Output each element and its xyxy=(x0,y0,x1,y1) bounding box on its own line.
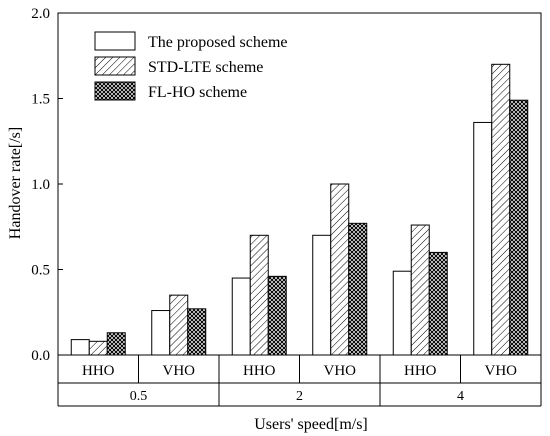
bar-solid-white xyxy=(151,310,171,356)
x-tick-label: HHO xyxy=(404,363,437,379)
bar-crosshatch xyxy=(106,332,126,356)
bar-crosshatch xyxy=(509,99,529,356)
legend-label: STD-LTE scheme xyxy=(148,59,263,76)
bar-solid-white xyxy=(392,270,412,356)
group-label: 0.5 xyxy=(130,389,148,404)
legend: The proposed scheme STD-LTE scheme FL-HO s… xyxy=(94,31,288,101)
y-axis-label: Handover rate[/s] xyxy=(7,127,24,239)
legend-swatch-crosshatch xyxy=(94,81,136,101)
group-label: 2 xyxy=(296,389,303,404)
bar-crosshatch xyxy=(267,275,287,356)
bar-solid-white xyxy=(312,234,332,356)
y-tick-label: 1.0 xyxy=(31,177,50,193)
legend-swatch-solid-white xyxy=(94,31,136,51)
x-axis-label: Users' speed[m/s] xyxy=(254,416,368,433)
x-tick-label: HHO xyxy=(243,363,276,379)
y-tick-label: 0.5 xyxy=(31,263,50,279)
x-tick-label: VHO xyxy=(163,363,196,379)
bar-diagonal-hatch xyxy=(88,340,108,356)
x-tick-label: HHO xyxy=(82,363,115,379)
bar-diagonal-hatch xyxy=(249,234,269,356)
bar-solid-white xyxy=(473,121,493,356)
bar-solid-white xyxy=(70,339,90,356)
bar-crosshatch xyxy=(428,251,448,356)
bar-diagonal-hatch xyxy=(169,294,189,356)
y-tick-label: 2.0 xyxy=(31,6,50,22)
plot-area: 0.0 0.5 1.0 1.5 2.0 HHO VHO HHO VHO HHO VHO 0.5 2 4 xyxy=(31,6,542,407)
legend-swatch-diagonal-hatch xyxy=(94,56,136,76)
bar-diagonal-hatch xyxy=(330,183,350,356)
y-tick-label: 1.5 xyxy=(31,92,50,108)
x-tick-label: VHO xyxy=(485,363,518,379)
legend-label: FL-HO scheme xyxy=(148,84,247,101)
y-tick-label: 0.0 xyxy=(31,348,50,364)
bar-diagonal-hatch xyxy=(491,63,511,356)
x-tick-label: VHO xyxy=(324,363,357,379)
bar-crosshatch xyxy=(348,222,368,356)
legend-label: The proposed scheme xyxy=(148,34,288,51)
bar-crosshatch xyxy=(187,308,207,356)
bar-diagonal-hatch xyxy=(410,224,430,356)
group-label: 4 xyxy=(457,389,464,404)
bar-solid-white xyxy=(231,277,251,356)
